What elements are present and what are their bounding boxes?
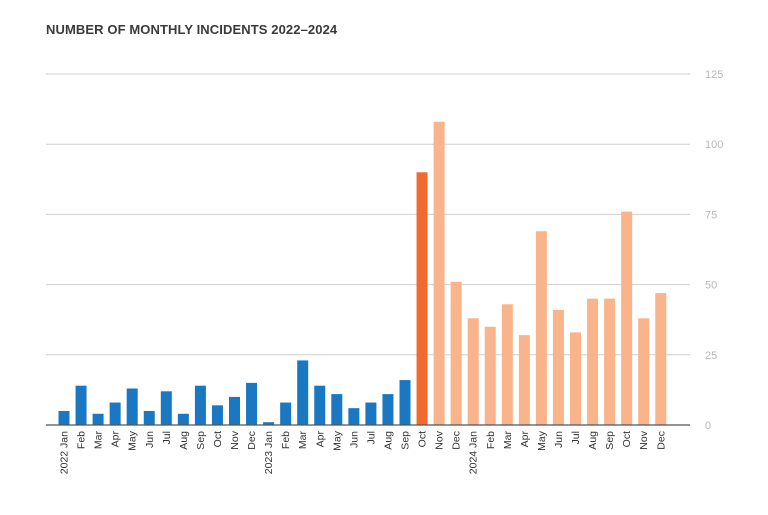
bar <box>450 281 462 425</box>
x-tick-label: Jun <box>144 431 156 448</box>
bar <box>552 309 564 425</box>
bar <box>348 408 360 425</box>
bar <box>92 413 104 425</box>
x-tick-label: Nov <box>638 430 650 449</box>
x-tick-label: Feb <box>485 431 497 449</box>
x-tick-label: Sep <box>400 431 412 450</box>
gridlines <box>46 73 690 356</box>
bar <box>211 405 223 425</box>
bar <box>177 413 189 425</box>
x-tick-label: Dec <box>451 431 463 450</box>
bar <box>246 382 258 425</box>
chart-title: NUMBER OF MONTHLY INCIDENTS 2022–2024 <box>46 22 338 37</box>
bar <box>229 396 240 425</box>
x-tick-label: Apr <box>110 431 122 448</box>
x-tick-label: Jun <box>348 431 360 448</box>
x-tick-label: Nov <box>434 430 446 449</box>
bar <box>109 402 121 425</box>
bar <box>58 410 70 425</box>
x-tick-label: May <box>127 430 139 451</box>
x-tick-label: 2024 Jan <box>468 431 480 474</box>
x-tick-label: Feb <box>76 431 88 449</box>
bars <box>58 121 667 426</box>
x-tick-label: 2023 Jan <box>263 431 275 474</box>
x-tick-label: Jun <box>553 431 565 448</box>
bar <box>484 326 496 425</box>
y-axis-ticks: 0 25 50 75 100 125 <box>705 69 723 432</box>
x-tick-label: Mar <box>297 431 309 450</box>
x-tick-label: Jul <box>570 431 582 444</box>
bar <box>160 391 172 425</box>
x-tick-label: Aug <box>587 431 599 450</box>
x-tick-label: Oct <box>621 431 633 447</box>
x-tick-label: Feb <box>280 431 292 449</box>
bar <box>416 172 428 425</box>
x-tick-label: Nov <box>229 430 241 449</box>
bar <box>143 410 155 425</box>
bar <box>297 360 309 425</box>
x-axis-ticks: 2022 Jan Feb Mar Apr May Jun Jul Aug Sep Oct Nov De… <box>59 430 668 474</box>
x-tick-label: Apr <box>314 431 326 448</box>
x-tick-label: Aug <box>382 431 394 450</box>
bar <box>331 394 343 425</box>
bar <box>75 385 87 425</box>
bar <box>570 332 581 425</box>
x-tick-label: Dec <box>655 431 667 450</box>
x-tick-label: Mar <box>502 431 514 450</box>
bar <box>587 298 599 425</box>
bar <box>621 211 633 425</box>
x-tick-label: Dec <box>246 431 258 450</box>
bar <box>655 293 667 425</box>
x-tick-label: 2022 Jan <box>59 431 71 474</box>
bar <box>638 318 650 425</box>
bar <box>501 304 513 425</box>
bar <box>604 298 616 425</box>
y-tick-label: 50 <box>705 280 717 292</box>
bar <box>382 394 394 425</box>
bar <box>399 380 411 425</box>
y-tick-label: 25 <box>705 350 717 362</box>
x-tick-label: Mar <box>93 431 105 450</box>
x-tick-label: Aug <box>178 431 190 450</box>
x-tick-label: Jul <box>365 431 377 444</box>
bar <box>467 318 479 425</box>
bar <box>518 335 530 425</box>
y-tick-label: 125 <box>705 69 723 81</box>
bar <box>194 385 206 425</box>
bar <box>433 121 445 426</box>
y-tick-label: 0 <box>705 420 711 432</box>
x-tick-label: Apr <box>519 431 531 448</box>
x-tick-label: May <box>536 430 548 451</box>
bar <box>314 385 326 425</box>
bar <box>126 388 138 425</box>
y-tick-label: 75 <box>705 209 717 221</box>
y-tick-label: 100 <box>705 139 723 151</box>
x-tick-label: Sep <box>604 431 616 450</box>
x-tick-label: Sep <box>195 431 207 450</box>
x-tick-label: Oct <box>212 431 224 447</box>
x-tick-label: Oct <box>417 431 429 447</box>
x-tick-label: Jul <box>161 431 173 444</box>
bar <box>263 422 275 425</box>
bar <box>535 231 547 425</box>
bar <box>280 402 292 425</box>
x-tick-label: May <box>331 430 343 451</box>
bar <box>365 402 377 425</box>
